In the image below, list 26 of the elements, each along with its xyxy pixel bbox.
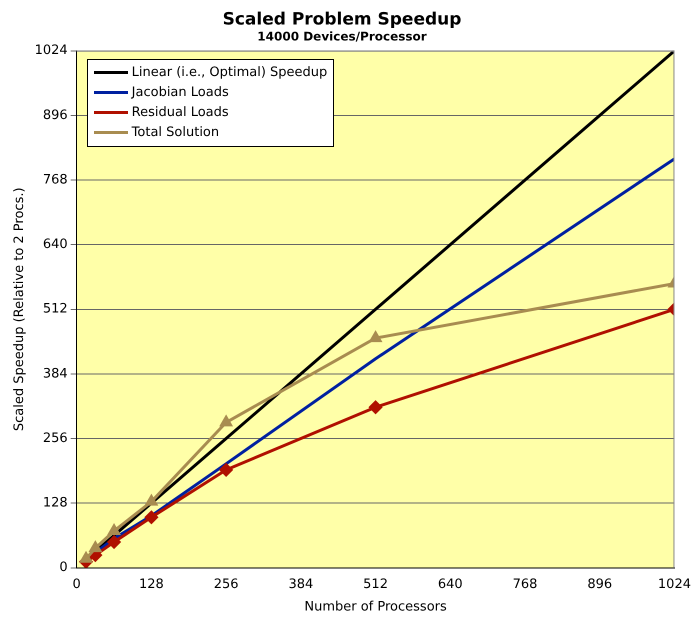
legend-label: Linear (i.e., Optimal) Speedup bbox=[132, 64, 328, 82]
x-tick-label: 256 bbox=[214, 576, 239, 592]
y-tick-label: 896 bbox=[42, 108, 68, 123]
chart-title: Scaled Problem Speedup bbox=[222, 10, 462, 30]
y-tick-label: 768 bbox=[42, 172, 68, 188]
x-tick-label: 128 bbox=[138, 576, 164, 592]
y-tick-label: 512 bbox=[42, 302, 68, 317]
legend-label: Jacobian Loads bbox=[132, 84, 229, 102]
y-tick-label: 1024 bbox=[34, 43, 68, 58]
x-tick-label: 512 bbox=[363, 576, 388, 592]
x-tick-label: 896 bbox=[587, 576, 612, 592]
x-tick-label: 640 bbox=[438, 576, 463, 592]
chart-subtitle: 14000 Devices/Processor bbox=[257, 30, 427, 44]
x-axis-title: Number of Processors bbox=[304, 600, 447, 615]
x-tick-label: 0 bbox=[72, 576, 81, 592]
y-tick-label: 384 bbox=[42, 366, 68, 382]
legend-label: Total Solution bbox=[132, 124, 220, 142]
legend-label: Residual Loads bbox=[132, 104, 229, 122]
y-tick-label: 256 bbox=[42, 430, 68, 446]
x-tick-label: 1024 bbox=[658, 576, 692, 592]
x-tick-label: 768 bbox=[512, 576, 538, 592]
y-tick-label: 0 bbox=[59, 560, 68, 576]
x-tick-label: 384 bbox=[288, 576, 314, 592]
y-tick-label: 640 bbox=[42, 237, 68, 252]
y-tick-label: 128 bbox=[42, 496, 68, 511]
y-axis-title: Scaled Speedup (Relative to 2 Procs.) bbox=[12, 187, 28, 432]
